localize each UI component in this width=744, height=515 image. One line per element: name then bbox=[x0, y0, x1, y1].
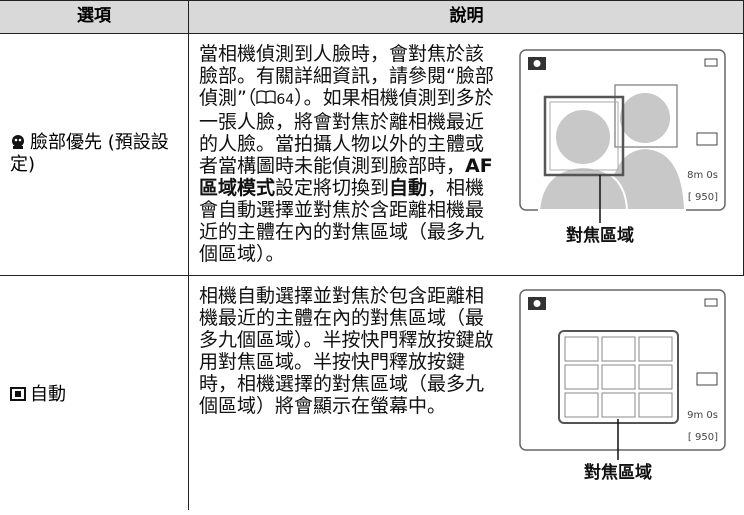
book-icon bbox=[256, 87, 276, 109]
focus-area bbox=[564, 392, 599, 418]
screen-illustration: 8m 0s [ 950] 對焦區域 bbox=[519, 49, 726, 246]
rule bbox=[0, 33, 744, 34]
description: 當相機偵測到人臉時，會對焦於該臉部。有關詳細資訊，請參閱“臉部偵測”（ 64）。如… bbox=[199, 43, 499, 265]
text: ）。如果相機偵測到多於一張人臉，將會對焦於離相機最近的人臉。當拍攝人物以外的主體… bbox=[199, 87, 494, 177]
option-icon bbox=[12, 135, 24, 149]
focus-area bbox=[638, 336, 673, 362]
option-cell: 自動 bbox=[10, 384, 180, 406]
focus-frame bbox=[549, 101, 619, 171]
screen-label: 對焦區域 bbox=[584, 462, 652, 483]
text: 當相機偵測到人臉時，會對焦於該臉部。有關詳細資訊，請參閱“臉部偵測”（ bbox=[199, 43, 494, 109]
text: ，相機會自動選擇並對焦於含距離相機最近的主體在內的對焦區域（最多九個區域）。 bbox=[199, 177, 485, 265]
option-icon bbox=[10, 387, 26, 401]
battery-icon bbox=[704, 298, 718, 307]
rule bbox=[0, 0, 744, 1]
option-cell: 臉部優先 (預設設定) bbox=[10, 132, 180, 176]
ref-page: 64 bbox=[276, 92, 295, 108]
body bbox=[537, 165, 629, 211]
camera-lens bbox=[533, 60, 541, 67]
description: 相機自動選擇並對焦於包含距離相機最近的主體在內的對焦區域（最多九個區域）。半按快… bbox=[199, 285, 499, 417]
size-icon bbox=[696, 132, 718, 146]
option-text: 臉部優先 (預設設定) bbox=[10, 132, 169, 175]
screen-text: [ 950] bbox=[688, 432, 718, 443]
screen-text: 8m 0s bbox=[687, 170, 718, 181]
bold-text: AF 區域模式 bbox=[199, 155, 493, 199]
header-cell: 說明 bbox=[449, 6, 484, 26]
focus-area bbox=[638, 364, 673, 390]
focus-area bbox=[638, 392, 673, 418]
option-text: 自動 bbox=[30, 384, 66, 405]
focus-area bbox=[564, 336, 599, 362]
bold-text: 自動 bbox=[389, 177, 428, 199]
text: 設定將切換到 bbox=[275, 177, 390, 199]
size-icon bbox=[696, 372, 718, 386]
screen bbox=[519, 289, 726, 451]
focus-area bbox=[564, 364, 599, 390]
text: 相機自動選擇並對焦於包含距離相機最近的主體在內的對焦區域（最多九個區域）。半按快… bbox=[199, 285, 494, 417]
rule bbox=[0, 275, 744, 276]
focus-frame bbox=[614, 84, 678, 148]
screen-text: [ 950] bbox=[688, 192, 718, 203]
camera-lens bbox=[533, 300, 541, 307]
header-bg bbox=[0, 0, 744, 33]
focus-area bbox=[601, 364, 636, 390]
screen-label: 對焦區域 bbox=[566, 225, 634, 246]
rule bbox=[188, 0, 189, 510]
face bbox=[554, 108, 612, 166]
header-cell: 選項 bbox=[77, 6, 111, 26]
screen-illustration: 9m 0s [ 950] 對焦區域 bbox=[519, 289, 726, 483]
screen-text: 9m 0s bbox=[687, 410, 718, 421]
battery-icon bbox=[704, 58, 718, 67]
focus-frame bbox=[543, 95, 625, 177]
focus-area bbox=[601, 336, 636, 362]
face bbox=[618, 91, 672, 145]
focus-area bbox=[601, 392, 636, 418]
